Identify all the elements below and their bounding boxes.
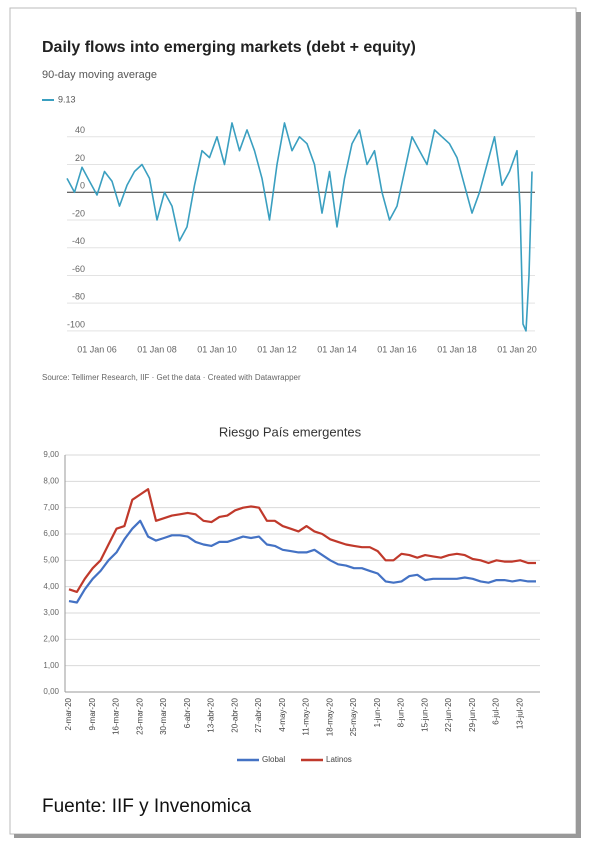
- x-tick-label: 6-jul-20: [492, 697, 501, 724]
- source: Source: Tellimer Research, IIF · Get the…: [42, 373, 301, 382]
- x-tick-label: 01 Jan 18: [437, 344, 477, 354]
- x-tick-label: 9-mar-20: [88, 697, 97, 730]
- x-tick-label: 01 Jan 08: [137, 344, 177, 354]
- y-tick-label: -60: [72, 264, 85, 274]
- series-line: [68, 519, 536, 604]
- chart-title: Daily flows into emerging markets (debt …: [42, 39, 416, 56]
- x-tick-label: 13-abr-20: [207, 697, 216, 732]
- x-tick-label: 30-mar-20: [159, 697, 168, 734]
- x-tick-label: 6-abr-20: [183, 697, 192, 728]
- x-tick-label: 15-jun-20: [420, 697, 429, 731]
- x-tick-label: 01 Jan 14: [317, 344, 357, 354]
- card-shadow: [576, 12, 581, 838]
- x-tick-label: 01 Jan 20: [497, 344, 537, 354]
- card-shadow: [14, 834, 581, 838]
- legend-label: Latinos: [326, 755, 352, 764]
- legend-label: Global: [262, 755, 285, 764]
- y-tick-label: -40: [72, 236, 85, 246]
- y-tick-label: 3,00: [43, 608, 59, 617]
- y-tick-label: 0: [80, 181, 85, 191]
- y-tick-label: -100: [67, 319, 85, 329]
- y-tick-label: 8,00: [43, 476, 59, 485]
- y-tick-label: 9,00: [43, 450, 59, 459]
- y-tick-label: 4,00: [43, 582, 59, 591]
- chart-title: Riesgo País emergentes: [219, 424, 362, 439]
- y-tick-label: -80: [72, 292, 85, 302]
- x-tick-label: 18-may-20: [325, 697, 334, 736]
- y-tick-label: -20: [72, 208, 85, 218]
- x-tick-label: 4-may-20: [278, 697, 287, 731]
- x-tick-label: 25-may-20: [349, 697, 358, 736]
- x-tick-label: 23-mar-20: [135, 697, 144, 734]
- x-tick-label: 13-jul-20: [515, 697, 524, 729]
- chart-subtitle: 90-day moving average: [42, 69, 157, 81]
- x-tick-label: 1-jun-20: [373, 697, 382, 727]
- series-line: [66, 122, 533, 332]
- x-tick-label: 8-jun-20: [397, 697, 406, 727]
- legend-label: 9.13: [58, 94, 76, 104]
- x-tick-label: 2-mar-20: [64, 697, 73, 730]
- x-tick-label: 22-jun-20: [444, 697, 453, 731]
- y-tick-label: 5,00: [43, 555, 59, 564]
- x-tick-label: 20-abr-20: [230, 697, 239, 732]
- x-tick-label: 01 Jan 16: [377, 344, 417, 354]
- y-tick-label: 2,00: [43, 634, 59, 643]
- series-line: [68, 488, 536, 593]
- x-tick-label: 11-may-20: [302, 697, 311, 735]
- x-tick-label: 01 Jan 12: [257, 344, 297, 354]
- x-tick-label: 01 Jan 06: [77, 344, 117, 354]
- footer: Fuente: IIF y Invenomica: [42, 796, 252, 817]
- card: [9, 7, 577, 835]
- x-tick-label: 27-abr-20: [254, 697, 263, 732]
- y-tick-label: 0,00: [43, 687, 59, 696]
- y-tick-label: 7,00: [43, 503, 59, 512]
- x-tick-label: 01 Jan 10: [197, 344, 237, 354]
- y-tick-label: 6,00: [43, 529, 59, 538]
- y-tick-label: 40: [75, 125, 85, 135]
- y-tick-label: 20: [75, 153, 85, 163]
- x-tick-label: 16-mar-20: [112, 697, 121, 734]
- x-tick-label: 29-jun-20: [468, 697, 477, 731]
- y-tick-label: 1,00: [43, 661, 59, 670]
